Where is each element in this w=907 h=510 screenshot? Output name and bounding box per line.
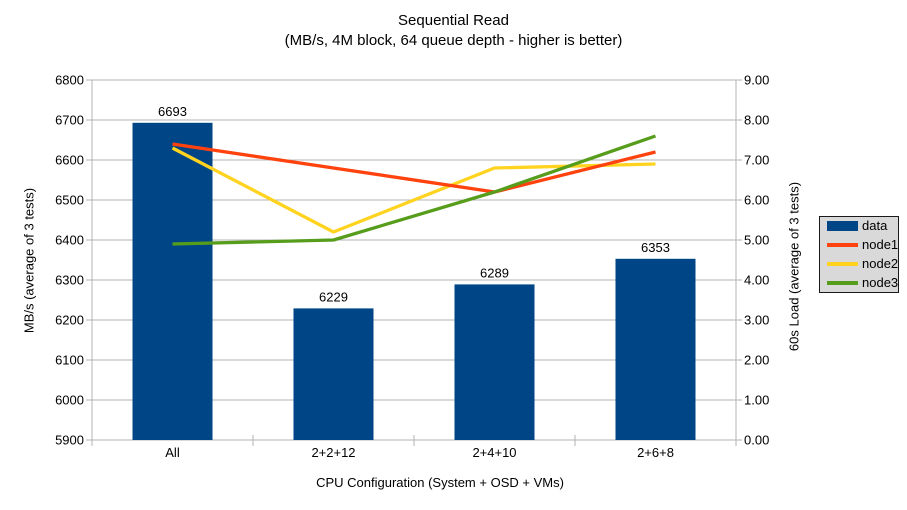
- legend-item-node1: node1: [827, 238, 898, 252]
- right-tick-label: 7.00: [744, 153, 769, 168]
- x-tick-label: 2+2+12: [311, 445, 355, 460]
- legend-label: node2: [862, 256, 899, 271]
- left-tick-label: 6100: [55, 353, 84, 368]
- legend: data node1 node2 node3: [819, 216, 899, 293]
- x-tick-label: 2+6+8: [637, 445, 674, 460]
- chart-title: Sequential Read: [398, 12, 509, 29]
- right-tick-label: 4.00: [744, 273, 769, 288]
- bar-value-label: 6353: [641, 240, 670, 255]
- left-tick-label: 6000: [55, 393, 84, 408]
- left-tick-label: 6400: [55, 233, 84, 248]
- right-tick-label: 9.00: [744, 73, 769, 88]
- right-tick-label: 0.00: [744, 433, 769, 448]
- right-tick-label: 5.00: [744, 233, 769, 248]
- bar-2+6+8: [615, 258, 696, 440]
- left-tick-label: 6700: [55, 113, 84, 128]
- right-tick-label: 2.00: [744, 353, 769, 368]
- x-tick-label: 2+4+10: [472, 445, 516, 460]
- legend-item-data: data: [827, 219, 898, 233]
- chart-subtitle: (MB/s, 4M block, 64 queue depth - higher…: [284, 32, 623, 49]
- legend-swatch-node2: [827, 262, 858, 266]
- bar-2+2+12: [293, 308, 374, 440]
- right-tick-label: 6.00: [744, 193, 769, 208]
- line-node1: [172, 142, 656, 194]
- left-tick-label: 6200: [55, 313, 84, 328]
- legend-swatch-node1: [827, 243, 858, 247]
- x-axis-title: CPU Configuration (System + OSD + VMs): [316, 475, 564, 490]
- x-tick-label: All: [165, 445, 180, 460]
- left-tick-label: 6300: [55, 273, 84, 288]
- legend-label: node1: [862, 237, 899, 252]
- right-tick-label: 8.00: [744, 113, 769, 128]
- legend-item-node2: node2: [827, 257, 898, 271]
- legend-label: data: [862, 218, 888, 233]
- bar-value-label: 6289: [480, 265, 509, 280]
- right-tick-label: 3.00: [744, 313, 769, 328]
- legend-label: node3: [862, 275, 899, 290]
- bar-2+4+10: [454, 284, 535, 440]
- title-block: Sequential Read (MB/s, 4M block, 64 queu…: [0, 11, 907, 51]
- left-tick-label: 6600: [55, 153, 84, 168]
- right-tick-label: 1.00: [744, 393, 769, 408]
- left-tick-label: 6800: [55, 73, 84, 88]
- line-node2: [171, 146, 656, 234]
- left-tick-label: 5900: [55, 433, 84, 448]
- legend-item-node3: node3: [827, 276, 898, 290]
- bar-All: [132, 122, 213, 441]
- line-node3: [172, 134, 657, 246]
- legend-swatch-data: [827, 221, 858, 231]
- bar-value-label: 6229: [319, 289, 348, 304]
- bar-value-label: 6693: [158, 104, 187, 119]
- left-tick-label: 6500: [55, 193, 84, 208]
- legend-swatch-node3: [827, 281, 858, 285]
